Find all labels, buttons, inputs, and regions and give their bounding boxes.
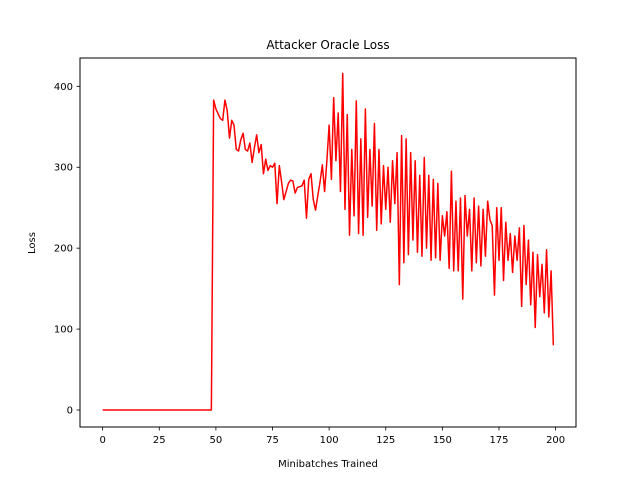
x-tick-label: 50	[210, 435, 223, 446]
x-tick-label: 100	[320, 435, 339, 446]
x-axis-label: Minibatches Trained	[278, 459, 378, 470]
loss-series-line	[102, 72, 555, 411]
x-tick-label: 125	[376, 435, 395, 446]
x-tick-label: 25	[153, 435, 166, 446]
x-tick-label: 75	[266, 435, 279, 446]
x-tick-label: 0	[99, 435, 105, 446]
x-tick-label: 200	[546, 435, 565, 446]
y-tick-label: 0	[67, 406, 73, 417]
y-tick-label: 200	[54, 244, 73, 255]
y-axis-label: Loss	[27, 232, 38, 254]
plot-content	[102, 72, 555, 411]
y-tick-label: 400	[54, 82, 73, 93]
y-tick-label: 300	[54, 163, 73, 174]
x-axis-ticks: 0 25 50 75 100 125 150 175 200	[99, 427, 565, 446]
y-axis-ticks: 0 100 200 300 400	[54, 82, 80, 417]
chart-title: Attacker Oracle Loss	[266, 38, 389, 52]
x-tick-label: 175	[489, 435, 508, 446]
y-tick-label: 100	[54, 325, 73, 336]
x-tick-label: 150	[433, 435, 452, 446]
plot-frame	[79, 57, 577, 428]
